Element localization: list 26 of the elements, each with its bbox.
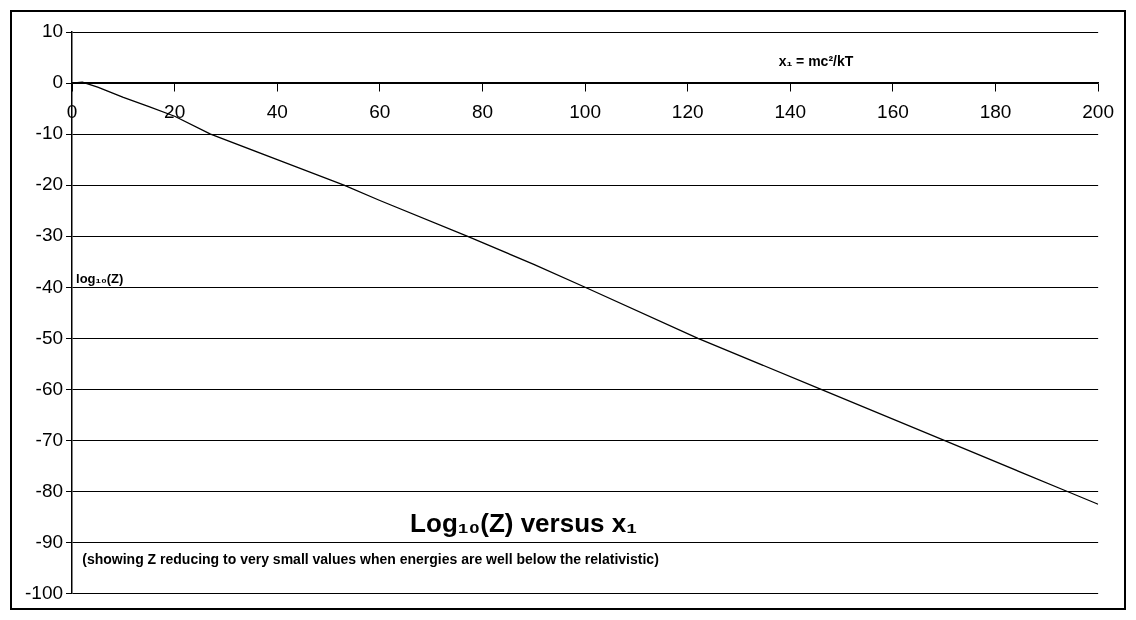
y-tick-label: -90	[35, 530, 64, 552]
text: (showing Z reducing to very small values when energies are well below the relativistic)	[82, 551, 659, 568]
x-tick-label: 200	[1082, 100, 1114, 122]
x-tick-label: 80	[471, 100, 494, 122]
y-tick-label: -60	[35, 377, 64, 399]
y-axis-title: log₁₀(Z)	[76, 271, 124, 287]
y-tick-label: -30	[35, 224, 64, 246]
x-tick-label: 60	[369, 100, 391, 122]
y-tick-label: -50	[35, 326, 64, 348]
y-tick-label: -70	[35, 428, 64, 450]
y-tick-label: -10	[35, 122, 64, 144]
text: Log₁₀(Z) versus x₁	[410, 507, 637, 538]
x-tick-label: 100	[569, 100, 601, 122]
y-tick-label: -20	[35, 173, 64, 195]
x-tick-label: 120	[671, 100, 704, 122]
y-tick-label: 10	[41, 20, 64, 42]
y-tick-label: -80	[35, 479, 64, 501]
x-tick-label: 160	[877, 100, 909, 122]
y-tick-label: -100	[25, 581, 64, 603]
x-tick-label: 40	[266, 100, 288, 122]
x-tick-label: 180	[979, 100, 1012, 122]
y-tick-label: -40	[35, 275, 64, 297]
x-tick-label: 140	[774, 100, 807, 122]
x-tick-label: 20	[164, 100, 186, 122]
x-axis-title: x₁ = mc²/kT	[778, 53, 854, 70]
y-tick-label: 0	[52, 71, 64, 93]
